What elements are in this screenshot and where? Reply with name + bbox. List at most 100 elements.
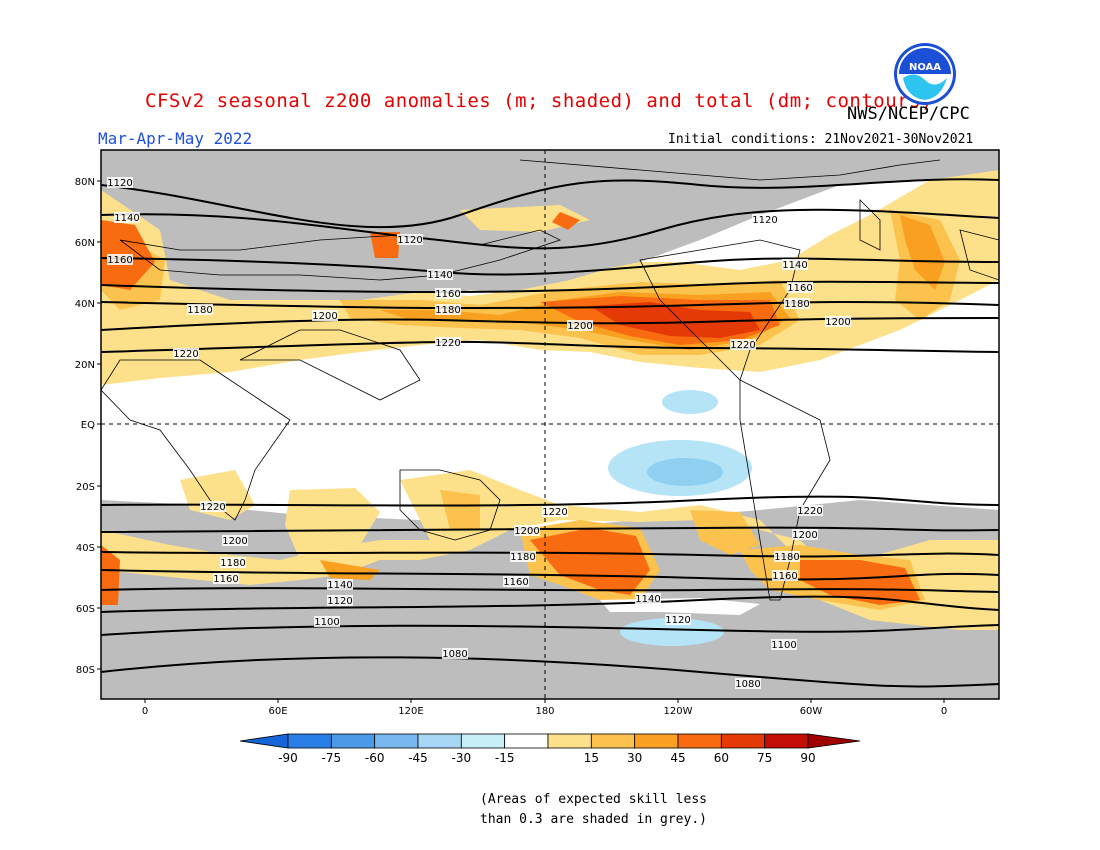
colorbar-box xyxy=(504,733,549,749)
contour-label: 1200 xyxy=(792,529,818,541)
svg-text:1200: 1200 xyxy=(222,536,247,547)
latitude-axis: 80N 60N 40N 20N EQ 20S 40S 60S 80S xyxy=(75,177,101,676)
contour-label: 1120 xyxy=(107,177,133,189)
contour-label: 1220 xyxy=(435,337,461,349)
svg-text:1220: 1220 xyxy=(435,338,460,349)
contour-label: 1180 xyxy=(784,298,810,310)
contour-label: 1200 xyxy=(312,310,338,322)
colorbar-box xyxy=(330,733,376,749)
svg-text:1180: 1180 xyxy=(784,299,809,310)
svg-text:NOAA: NOAA xyxy=(909,62,941,73)
colorbar-tick-label: 90 xyxy=(800,751,815,765)
contour-label: 1160 xyxy=(435,288,461,300)
colorbar-tick-label: -30 xyxy=(452,751,472,765)
noaa-logo-icon: NOAA xyxy=(894,43,956,105)
lon-tick-label: 60W xyxy=(800,706,823,717)
svg-text:1160: 1160 xyxy=(503,577,528,588)
svg-text:1220: 1220 xyxy=(173,349,198,360)
lat-tick-label: 80N xyxy=(75,177,95,188)
colorbar-box xyxy=(460,733,506,749)
lon-tick-label: 120W xyxy=(664,706,693,717)
colorbar-box xyxy=(677,733,722,749)
svg-text:1220: 1220 xyxy=(200,502,225,513)
svg-text:1140: 1140 xyxy=(114,213,139,224)
svg-text:1140: 1140 xyxy=(327,580,352,591)
svg-text:1200: 1200 xyxy=(567,321,592,332)
contour-label: 1140 xyxy=(782,259,808,271)
lat-tick-label: 60S xyxy=(76,604,95,615)
colorbar-high-arrow xyxy=(807,733,861,749)
contour-label: 1080 xyxy=(735,678,761,690)
svg-text:1200: 1200 xyxy=(792,530,817,541)
lon-tick-label: 180 xyxy=(535,706,554,717)
negative-anomaly-tropics xyxy=(608,390,752,646)
svg-text:1220: 1220 xyxy=(797,506,822,517)
map-title: CFSv2 seasonal z200 anomalies (m; shaded… xyxy=(145,90,933,112)
colorbar-tick-label: 30 xyxy=(627,751,642,765)
svg-text:1200: 1200 xyxy=(514,526,539,537)
contour-label: 1140 xyxy=(427,269,453,281)
contour-label: 1220 xyxy=(542,506,568,518)
contour-label: 1180 xyxy=(187,304,213,316)
contour-label: 1160 xyxy=(787,282,813,294)
svg-text:1180: 1180 xyxy=(510,552,535,563)
lat-tick-label: 20S xyxy=(76,482,95,493)
colorbar-tick-label: 15 xyxy=(584,751,599,765)
contour-label: 1120 xyxy=(327,595,353,607)
anomaly-colorbar: -90 -75 -60 -45 -30 -15 15 30 45 60 75 90 xyxy=(239,733,861,765)
lat-tick-label: 60N xyxy=(75,238,95,249)
skill-note-line-1: (Areas of expected skill less xyxy=(480,792,707,807)
svg-text:1120: 1120 xyxy=(327,596,352,607)
svg-text:1200: 1200 xyxy=(312,311,337,322)
lat-tick-label: 20N xyxy=(75,360,95,371)
svg-text:1160: 1160 xyxy=(213,574,238,585)
contour-label: 1160 xyxy=(503,576,529,588)
svg-text:1120: 1120 xyxy=(752,215,777,226)
longitude-axis: 0 60E 120E 180 120W 60W 0 xyxy=(142,699,947,717)
contour-label: 1140 xyxy=(114,212,140,224)
colorbar-box xyxy=(374,733,419,749)
contour-label: 1180 xyxy=(774,551,800,563)
contour-label: 1200 xyxy=(567,320,593,332)
contour-label: 1160 xyxy=(107,254,133,266)
initial-conditions-label: Initial conditions: 21Nov2021-30Nov2021 xyxy=(668,132,974,147)
contour-label: 1220 xyxy=(797,505,823,517)
contour-label: 1120 xyxy=(752,214,778,226)
contour-label: 1200 xyxy=(222,535,248,547)
lat-tick-label: 40S xyxy=(76,543,95,554)
agency-label: NWS/NCEP/CPC xyxy=(847,104,970,124)
svg-text:1140: 1140 xyxy=(782,260,807,271)
contour-label: 1120 xyxy=(665,614,691,626)
lat-tick-label: 40N xyxy=(75,299,95,310)
svg-text:1120: 1120 xyxy=(397,235,422,246)
height-contours xyxy=(101,178,999,688)
svg-text:1180: 1180 xyxy=(187,305,212,316)
svg-text:1180: 1180 xyxy=(774,552,799,563)
svg-text:1080: 1080 xyxy=(735,679,760,690)
lat-tick-label: EQ xyxy=(81,420,95,431)
svg-text:1180: 1180 xyxy=(220,558,245,569)
svg-text:1120: 1120 xyxy=(107,178,132,189)
svg-text:1200: 1200 xyxy=(825,317,850,328)
contour-label: 1200 xyxy=(825,316,851,328)
contour-label: 1220 xyxy=(173,348,199,360)
colorbar-box xyxy=(634,733,679,749)
contour-label: 1180 xyxy=(510,551,536,563)
contour-label: 1220 xyxy=(200,501,226,513)
svg-text:1140: 1140 xyxy=(635,594,660,605)
lon-tick-label: 120E xyxy=(398,706,423,717)
svg-text:1180: 1180 xyxy=(435,305,460,316)
colorbar-tick-label: -15 xyxy=(495,751,515,765)
svg-text:1080: 1080 xyxy=(442,649,467,660)
contour-label: 1200 xyxy=(514,525,540,537)
svg-text:1120: 1120 xyxy=(665,615,690,626)
colorbar-box xyxy=(590,733,636,749)
colorbar-tick-label: -90 xyxy=(278,751,298,765)
svg-text:1100: 1100 xyxy=(314,617,339,628)
season-label: Mar-Apr-May 2022 xyxy=(98,129,253,148)
contour-label: 1100 xyxy=(314,616,340,628)
colorbar-tick-label: -60 xyxy=(365,751,385,765)
svg-text:1160: 1160 xyxy=(435,289,460,300)
contour-label: 1180 xyxy=(435,304,461,316)
